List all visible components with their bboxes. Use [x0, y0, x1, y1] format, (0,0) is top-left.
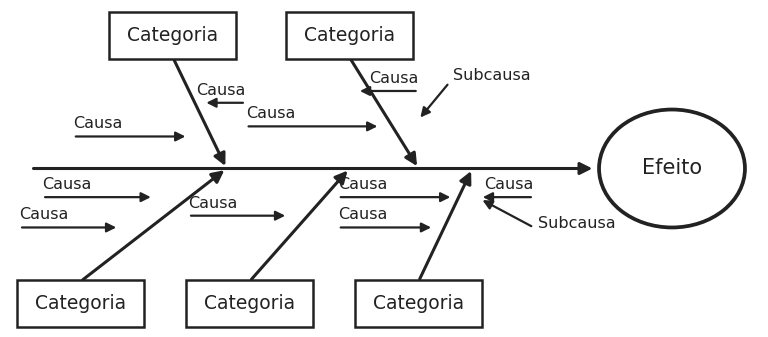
- Text: Causa: Causa: [188, 195, 237, 211]
- Text: Efeito: Efeito: [642, 158, 702, 179]
- FancyBboxPatch shape: [286, 12, 412, 59]
- Text: Causa: Causa: [338, 177, 387, 192]
- Text: Categoria: Categoria: [35, 294, 126, 313]
- Text: Categoria: Categoria: [204, 294, 295, 313]
- Text: Categoria: Categoria: [127, 26, 218, 45]
- Text: Categoria: Categoria: [304, 26, 395, 45]
- Text: Causa: Causa: [369, 71, 419, 86]
- Ellipse shape: [599, 110, 745, 227]
- Text: Subcausa: Subcausa: [538, 216, 615, 231]
- FancyBboxPatch shape: [110, 12, 237, 59]
- Text: Subcausa: Subcausa: [453, 67, 531, 83]
- FancyBboxPatch shape: [186, 280, 313, 327]
- Text: Causa: Causa: [197, 83, 246, 98]
- Text: Causa: Causa: [338, 207, 387, 222]
- Text: Causa: Causa: [485, 177, 534, 192]
- FancyBboxPatch shape: [355, 280, 482, 327]
- Text: Causa: Causa: [42, 177, 91, 192]
- Text: Categoria: Categoria: [373, 294, 464, 313]
- Text: Causa: Causa: [246, 106, 295, 121]
- Text: Causa: Causa: [19, 207, 68, 222]
- FancyBboxPatch shape: [17, 280, 144, 327]
- Text: Causa: Causa: [73, 116, 122, 131]
